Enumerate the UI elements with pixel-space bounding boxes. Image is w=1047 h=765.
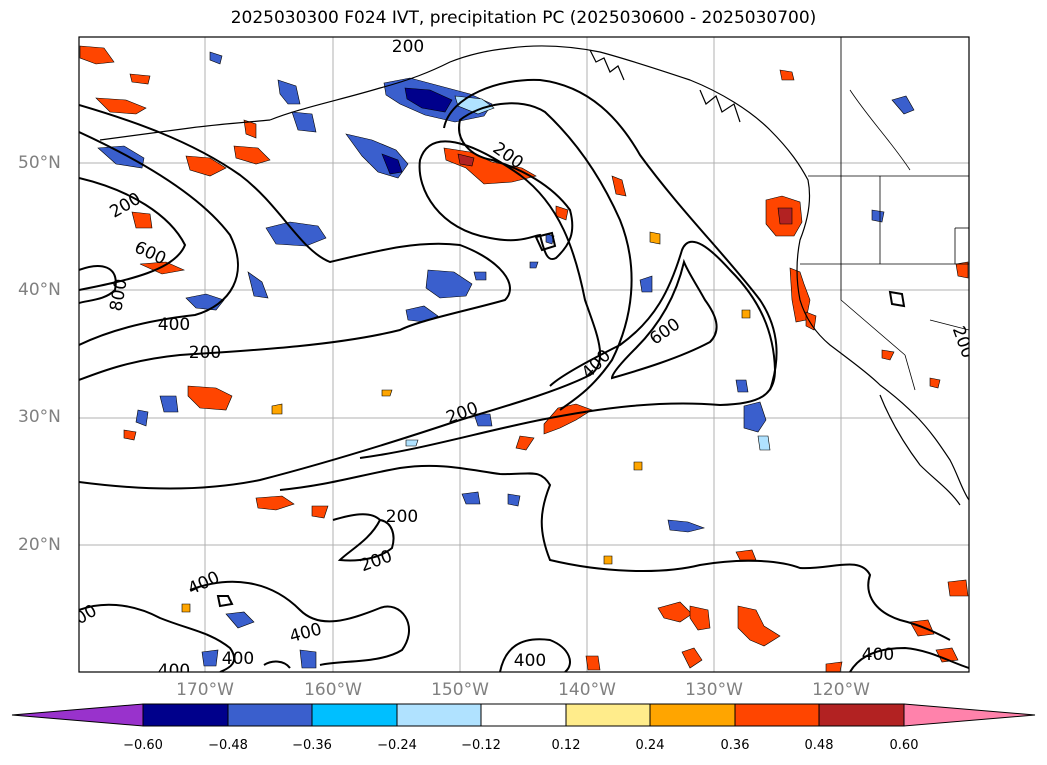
contour-label: 400 [862, 645, 894, 665]
coastlines [99, 45, 969, 506]
colorbar-tick-label: −0.48 [208, 738, 248, 753]
colorbar [11, 703, 1036, 727]
colorbar-tick-label: 0.48 [804, 738, 834, 753]
contour-label: 200 [392, 37, 424, 57]
contour-label: 200 [358, 546, 395, 576]
latitude-label: 40°N [18, 280, 61, 300]
colorbar-bin [565, 703, 651, 727]
latitude-label: 50°N [18, 153, 61, 173]
longitude-label: 170°W [176, 680, 234, 700]
ivt-contours [79, 78, 969, 672]
contour-label: 400 [185, 568, 223, 600]
latitude-label: 20°N [18, 535, 61, 555]
contour-label: 200 [189, 343, 221, 363]
longitude-label: 150°W [431, 680, 489, 700]
colorbar-bin [480, 703, 567, 727]
colorbar-bin [396, 703, 482, 727]
chart-title: 2025030300 F024 IVT, precipitation PC (2… [230, 8, 817, 28]
colorbar-bin [142, 703, 229, 727]
colorbar-bin [227, 703, 313, 727]
colorbar-tick-label: −0.60 [123, 738, 163, 753]
colorbar-tick-label: −0.24 [377, 738, 417, 753]
colorbar-extend-left [11, 703, 144, 727]
colorbar-bin [818, 703, 905, 727]
longitude-label: 120°W [812, 680, 870, 700]
political-borders [800, 37, 969, 391]
contour-label: 400 [287, 619, 324, 647]
contour-label: 400 [158, 315, 190, 335]
longitude-label: 140°W [558, 680, 616, 700]
colorbar-bin [649, 703, 736, 727]
colorbar-tick-label: −0.12 [461, 738, 501, 753]
colorbar-tick-label: 0.60 [889, 738, 919, 753]
colorbar-tick-label: 0.24 [635, 738, 665, 753]
contour-label: 200 [444, 398, 481, 428]
contour-label: 400 [514, 651, 546, 671]
contour-label: 400 [158, 661, 190, 681]
latitude-label: 30°N [18, 407, 61, 427]
colorbar-tick-label: 0.12 [551, 738, 581, 753]
colorbar-tick-label: −0.36 [292, 738, 332, 753]
contour-label: 800 [106, 277, 131, 312]
colorbar-bin [734, 703, 820, 727]
longitude-label: 160°W [304, 680, 362, 700]
contour-label: 200 [948, 324, 978, 361]
precip-positive-patches [79, 45, 969, 672]
contour-labels: 200 200 200 200 200 200 200 200 200 400 … [79, 37, 978, 681]
colorbar-extend-right [903, 703, 1036, 727]
colorbar-tick-label: 0.36 [720, 738, 750, 753]
contour-label: 400 [222, 649, 254, 669]
colorbar-bin [311, 703, 398, 727]
map-frame [78, 36, 970, 673]
contour-label: 200 [386, 507, 418, 527]
longitude-label: 130°W [685, 680, 743, 700]
contour-label: 600 [646, 314, 684, 349]
